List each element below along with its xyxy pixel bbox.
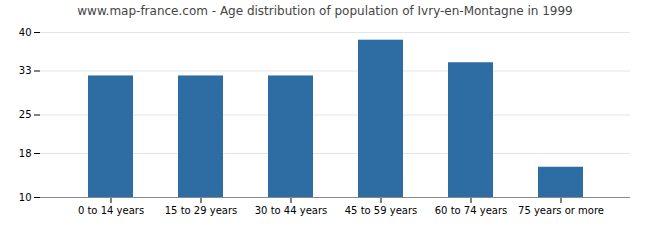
svg-text:75 years or more: 75 years or more: [518, 205, 604, 216]
svg-text:40: 40: [19, 27, 32, 38]
svg-text:60 to 74 years: 60 to 74 years: [435, 205, 508, 216]
svg-text:10: 10: [19, 192, 32, 203]
svg-text:15 to 29 years: 15 to 29 years: [165, 205, 238, 216]
svg-text:33: 33: [19, 65, 32, 76]
svg-text:30 to 44 years: 30 to 44 years: [255, 205, 328, 216]
svg-text:25: 25: [19, 109, 32, 120]
svg-text:45 to 59 years: 45 to 59 years: [345, 205, 418, 216]
html-text:www.map-france.com - Age distr: www.map-france.com - Age distribution of…: [77, 4, 573, 18]
svg-text:18: 18: [19, 148, 32, 159]
svg-text:0 to 14 years: 0 to 14 years: [78, 205, 144, 216]
